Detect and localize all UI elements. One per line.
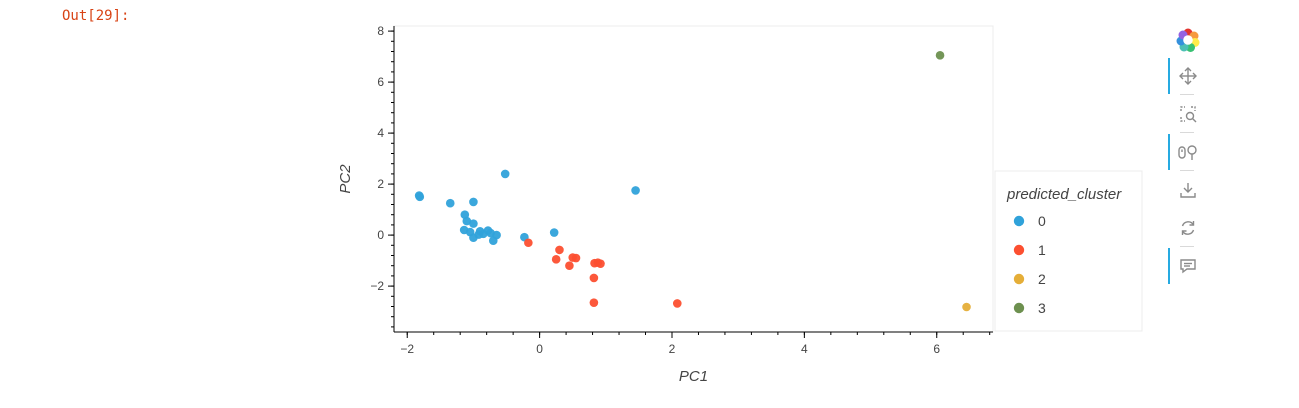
y-axis-label: PC2 xyxy=(337,164,354,194)
legend-label-1: 1 xyxy=(1038,242,1046,258)
scatter-point-cluster-1 xyxy=(565,261,574,271)
reset-icon[interactable] xyxy=(1174,214,1202,242)
legend-title: predicted_cluster xyxy=(1006,186,1122,203)
scatter-point-cluster-0 xyxy=(549,228,559,237)
legend-marker-0 xyxy=(1013,215,1025,227)
scatter-point-cluster-0 xyxy=(415,192,425,202)
scatter-point-cluster-0 xyxy=(469,219,478,228)
scatter-point-cluster-1 xyxy=(596,259,605,268)
x-tick-label: 4 xyxy=(801,342,808,356)
scatter-point-cluster-0 xyxy=(445,198,455,208)
legend-label-2: 2 xyxy=(1038,271,1046,287)
scatter-point-cluster-1 xyxy=(672,299,682,308)
scatter-point-cluster-0 xyxy=(500,169,510,179)
y-tick-label: 8 xyxy=(377,24,384,38)
x-tick-label: −2 xyxy=(400,342,414,356)
scatter-point-cluster-0 xyxy=(631,186,640,195)
x-tick-label: 2 xyxy=(669,342,676,356)
pan-icon[interactable] xyxy=(1168,58,1202,94)
legend-marker-3 xyxy=(1013,302,1025,314)
y-tick-label: −2 xyxy=(370,279,384,293)
scatter-point-cluster-1 xyxy=(589,273,599,283)
wheel-zoom-icon[interactable] xyxy=(1168,134,1202,170)
scatter-point-cluster-1 xyxy=(589,298,599,307)
legend-marker-2 xyxy=(1013,273,1025,285)
scatter-point-cluster-1 xyxy=(524,238,533,248)
x-tick-label: 6 xyxy=(933,342,940,356)
scatter-point-cluster-0 xyxy=(474,230,484,239)
y-tick-label: 6 xyxy=(377,75,384,89)
scatter-point-cluster-1 xyxy=(555,245,564,255)
scatter-point-cluster-0 xyxy=(488,236,498,246)
plot-frame xyxy=(393,25,994,333)
scatter-point-cluster-1 xyxy=(571,253,581,263)
legend-label-0: 0 xyxy=(1038,213,1046,229)
scatter-point-cluster-1 xyxy=(551,255,561,264)
scatter-point-cluster-0 xyxy=(462,216,472,226)
x-tick-label: 0 xyxy=(536,342,543,356)
scatter-point-cluster-3 xyxy=(935,51,945,60)
output-prompt: Out[29]: xyxy=(62,8,130,24)
y-tick-label: 4 xyxy=(377,126,384,140)
legend-label-3: 3 xyxy=(1038,300,1046,316)
hover-icon[interactable] xyxy=(1168,248,1202,284)
y-tick-label: 0 xyxy=(377,228,384,242)
scatter-point-cluster-0 xyxy=(469,197,478,207)
x-axis-label: PC1 xyxy=(679,368,708,385)
bokeh-logo-icon[interactable] xyxy=(1174,26,1202,54)
save-icon[interactable] xyxy=(1174,176,1202,204)
scatter-point-cluster-2 xyxy=(962,302,971,312)
legend-marker-1 xyxy=(1013,244,1025,256)
box-zoom-icon[interactable] xyxy=(1174,100,1202,128)
y-tick-label: 2 xyxy=(377,177,384,191)
